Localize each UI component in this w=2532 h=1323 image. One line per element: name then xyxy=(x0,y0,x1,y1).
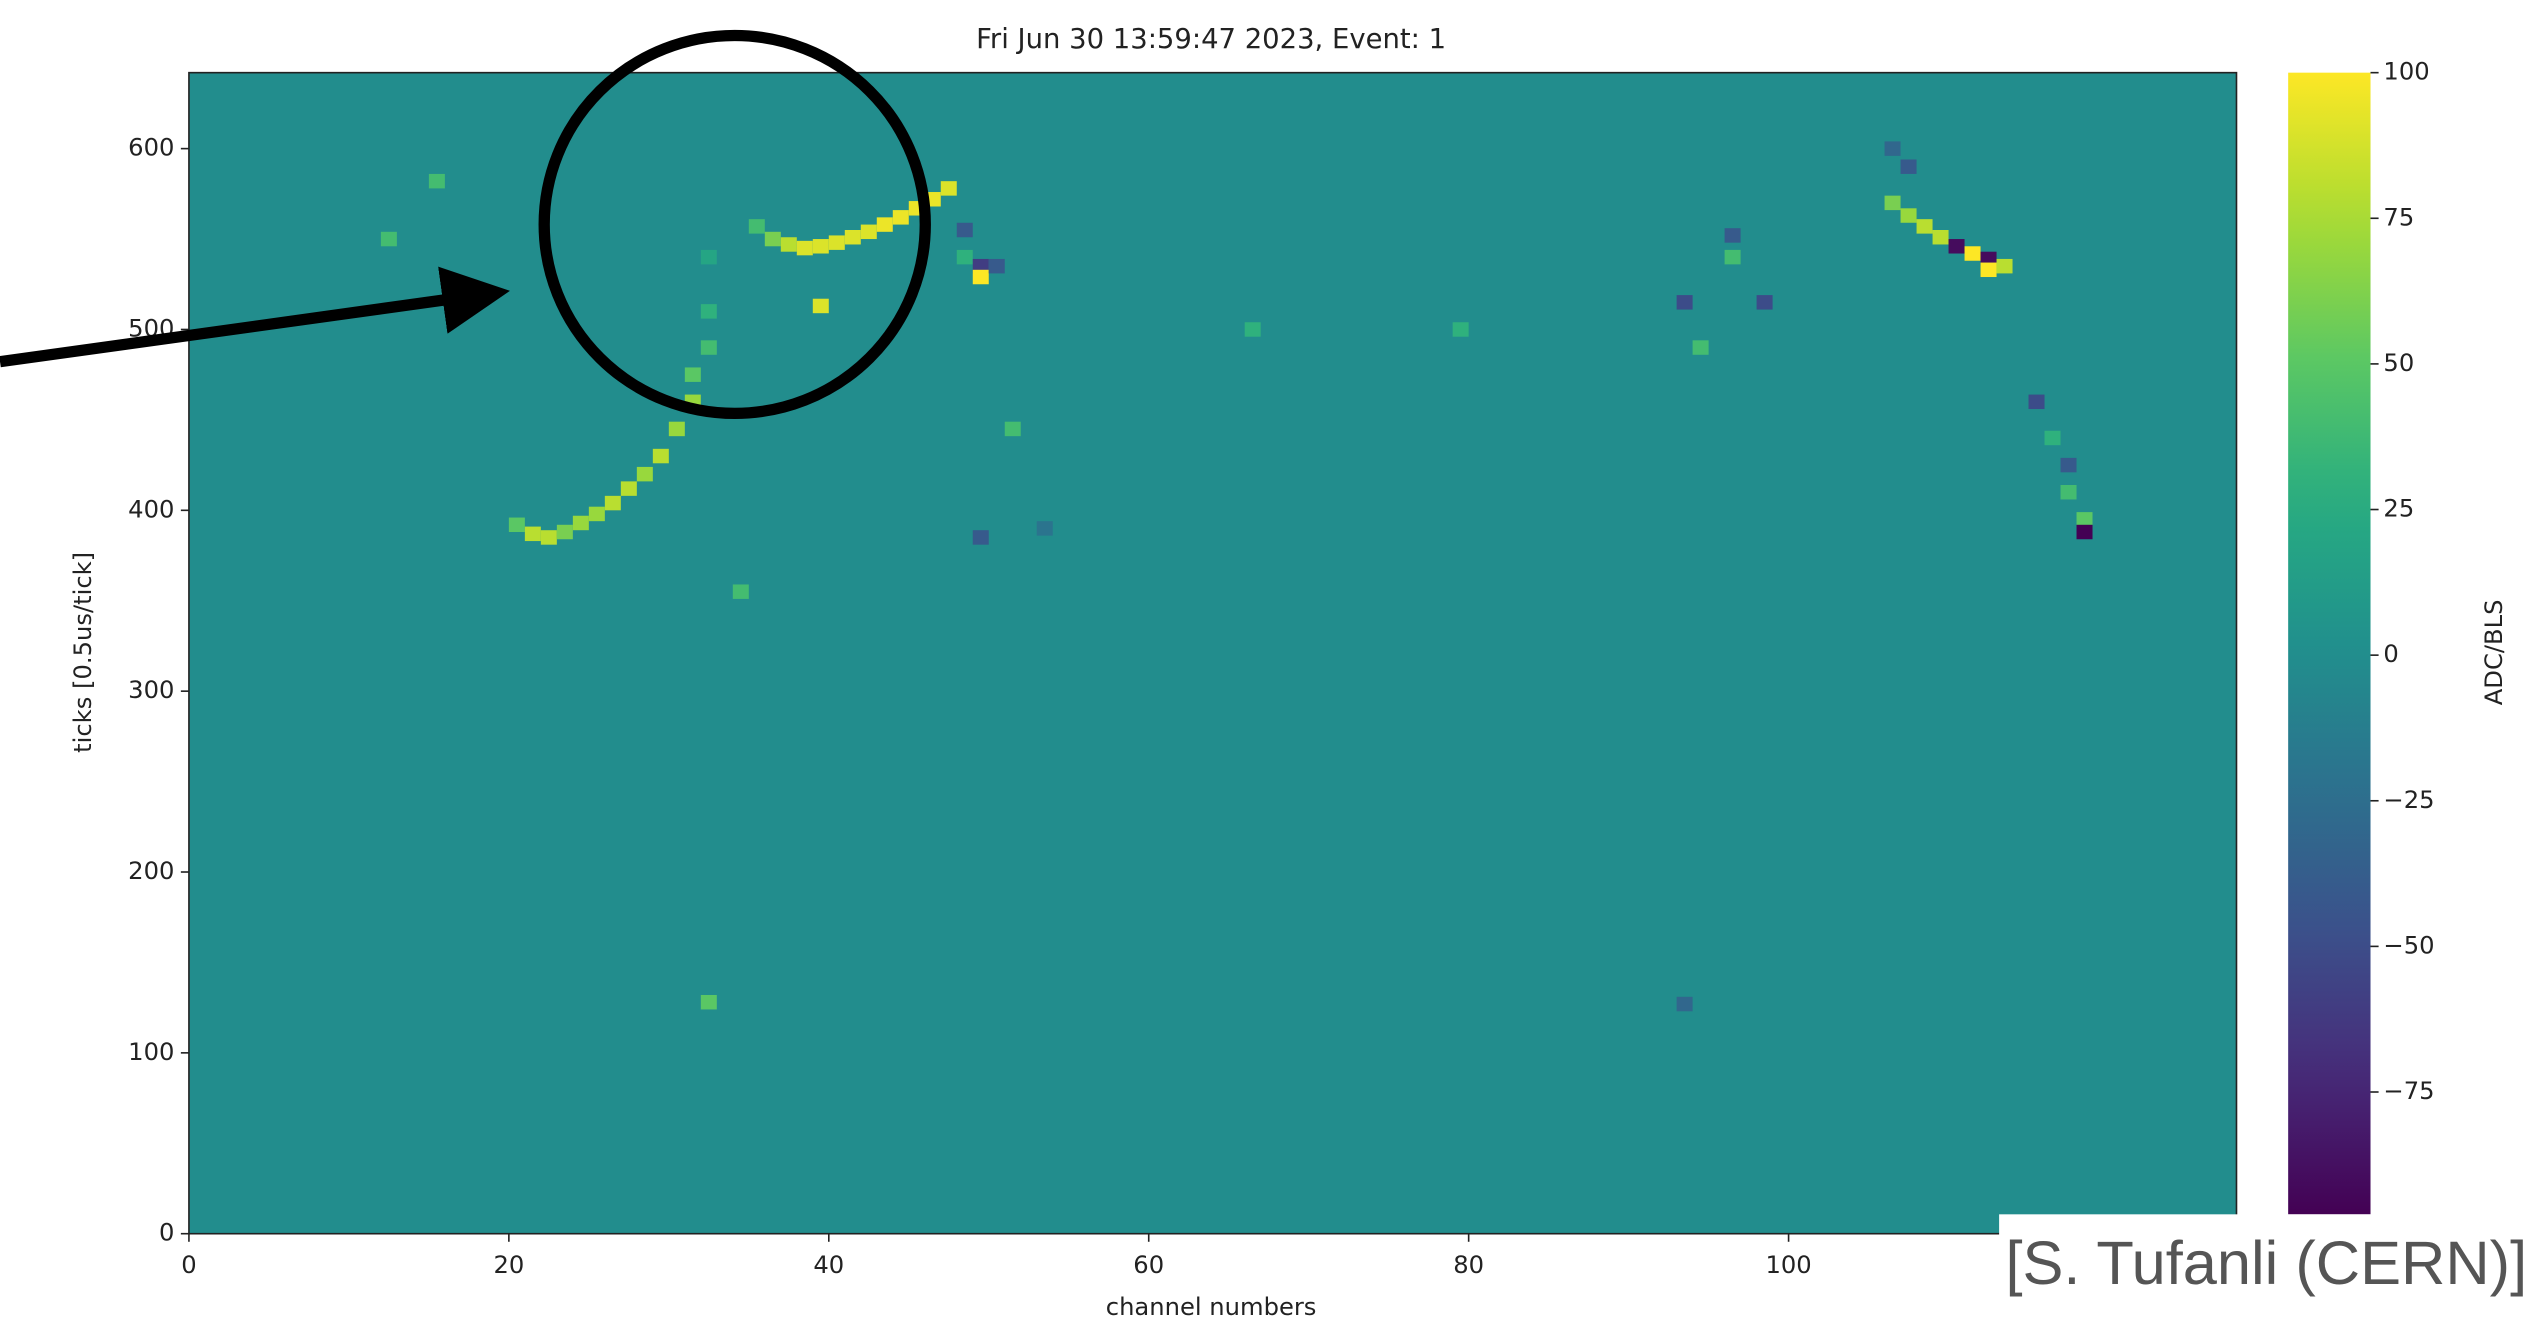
colorbar-tick-label: 0 xyxy=(2383,640,2398,668)
heatmap-cell xyxy=(829,235,845,249)
heatmap-cell xyxy=(2045,431,2061,445)
heatmap-cell xyxy=(893,210,909,224)
y-tick-label: 0 xyxy=(159,1219,174,1247)
heatmap-cell xyxy=(1997,259,2013,273)
heatmap-cell xyxy=(781,237,797,251)
heatmap-cell xyxy=(973,270,989,284)
y-axis-label: ticks [0.5us/tick] xyxy=(69,552,97,753)
heatmap-cell xyxy=(1453,322,1469,336)
heatmap-cell xyxy=(797,241,813,255)
x-tick-label: 60 xyxy=(1133,1251,1164,1279)
heatmap-cell xyxy=(1677,295,1693,309)
x-tick-label: 100 xyxy=(1765,1251,1811,1279)
y-tick-label: 300 xyxy=(128,676,174,704)
heatmap-cell xyxy=(2029,395,2045,409)
colorbar-tick-label: −75 xyxy=(2383,1077,2434,1105)
heatmap-cell xyxy=(557,525,573,539)
heatmap-cell xyxy=(637,467,653,481)
heatmap-cell xyxy=(653,449,669,463)
heatmap-cell xyxy=(605,496,621,510)
heatmap-cell xyxy=(701,250,717,264)
heatmap-cell xyxy=(429,174,445,188)
heatmap-cell xyxy=(1981,263,1997,277)
heatmap-cell xyxy=(2061,485,2077,499)
heatmap-cell xyxy=(701,340,717,354)
heatmap-cell xyxy=(701,304,717,318)
heatmap-cell xyxy=(1949,239,1965,253)
heatmap-cell xyxy=(1725,228,1741,242)
heatmap-cell xyxy=(621,481,637,495)
heatmap-cell xyxy=(1693,340,1709,354)
heatmap-cell xyxy=(525,527,541,541)
heatmap-cell xyxy=(573,516,589,530)
heatmap-cell xyxy=(509,518,525,532)
heatmap-cell xyxy=(1901,159,1917,173)
colorbar-tick-label: 100 xyxy=(2383,58,2429,86)
colorbar-tick-label: 25 xyxy=(2383,495,2414,523)
heatmap-cell xyxy=(1677,997,1693,1011)
heatmap-cell xyxy=(1005,422,1021,436)
heatmap-cell xyxy=(1245,322,1261,336)
y-tick-label: 600 xyxy=(128,134,174,162)
heatmap-cell xyxy=(2077,512,2093,526)
heatmap-background xyxy=(189,73,2237,1234)
colorbar-tick-label: −25 xyxy=(2383,786,2434,814)
colorbar xyxy=(2288,73,2370,1215)
heatmap-cell xyxy=(381,232,397,246)
x-tick-label: 40 xyxy=(813,1251,844,1279)
heatmap-cell xyxy=(861,225,877,239)
heatmap-cell xyxy=(669,422,685,436)
heatmap-cell xyxy=(973,530,989,544)
x-axis-label: channel numbers xyxy=(1106,1293,1317,1321)
heatmap-cell xyxy=(733,584,749,598)
heatmap-cell xyxy=(957,223,973,237)
heatmap-cell xyxy=(2077,525,2093,539)
heatmap-cell xyxy=(749,219,765,233)
heatmap-cell xyxy=(1933,230,1949,244)
heatmap-cell xyxy=(877,217,893,231)
heatmap-cell xyxy=(541,530,557,544)
heatmap-cell xyxy=(2061,458,2077,472)
x-tick-label: 80 xyxy=(1453,1251,1484,1279)
credit: [S. Tufanli (CERN)] xyxy=(2005,1229,2527,1298)
colorbar-tick-label: 75 xyxy=(2383,203,2414,231)
heatmap-cell xyxy=(589,507,605,521)
heatmap-cell xyxy=(1965,246,1981,260)
heatmap xyxy=(189,73,2237,1234)
heatmap-cell xyxy=(1917,219,1933,233)
heatmap-cell xyxy=(1037,521,1053,535)
y-tick-label: 200 xyxy=(128,857,174,885)
heatmap-cell xyxy=(685,367,701,381)
heatmap-cell xyxy=(701,995,717,1009)
heatmap-cell xyxy=(1885,196,1901,210)
heatmap-cell xyxy=(957,250,973,264)
y-tick-label: 100 xyxy=(128,1038,174,1066)
heatmap-cell xyxy=(813,239,829,253)
heatmap-cell xyxy=(1725,250,1741,264)
y-tick-label: 400 xyxy=(128,495,174,523)
heatmap-cell xyxy=(1757,295,1773,309)
x-tick-label: 20 xyxy=(493,1251,524,1279)
heatmap-cell xyxy=(1901,208,1917,222)
heatmap-cell xyxy=(1885,141,1901,155)
heatmap-cell xyxy=(813,299,829,313)
colorbar-tick-label: 50 xyxy=(2383,349,2414,377)
heatmap-cell xyxy=(765,232,781,246)
chart: Fri Jun 30 13:59:47 2023, Event: 1 chann… xyxy=(0,0,2532,1323)
chart-title: Fri Jun 30 13:59:47 2023, Event: 1 xyxy=(976,24,1446,55)
heatmap-cell xyxy=(941,181,957,195)
x-tick-label: 0 xyxy=(181,1251,196,1279)
colorbar-label: ADC/BLS xyxy=(2480,599,2508,705)
heatmap-cell xyxy=(845,230,861,244)
heatmap-cell xyxy=(989,259,1005,273)
colorbar-tick-label: −50 xyxy=(2383,931,2434,959)
